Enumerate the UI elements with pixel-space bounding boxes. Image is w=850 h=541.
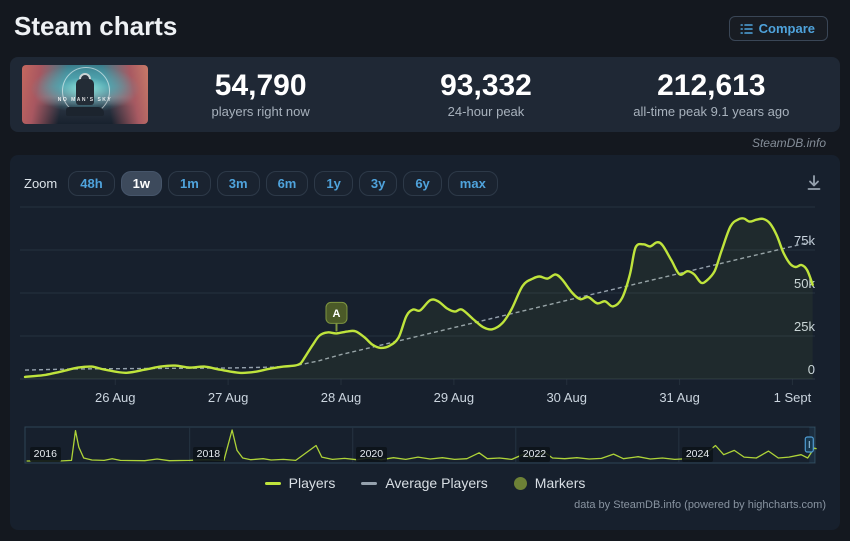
navigator-year-label-2018: 2018 (192, 447, 225, 462)
zoom-button-48h[interactable]: 48h (68, 170, 115, 196)
players-area-fill (25, 218, 813, 379)
navigator-year-label-2024: 2024 (681, 447, 714, 462)
compare-button-label: Compare (758, 21, 815, 36)
y-axis-label-50k: 50k (794, 276, 815, 291)
zoom-button-1y[interactable]: 1y (314, 170, 353, 196)
x-axis-label: 26 Aug (95, 390, 136, 405)
x-axis-label: 28 Aug (321, 390, 362, 405)
chart-toolbar: Zoom 48h 1w 1m 3m 6m 1y 3y 6y max (24, 168, 826, 198)
markers-circle-swatch (513, 476, 527, 490)
zoom-button-3m[interactable]: 3m (216, 170, 260, 196)
marker-flag-A[interactable] (325, 301, 348, 324)
capsule-astronaut (76, 79, 94, 106)
stat-alltime-peak: 212,613 all-time peak 9.1 years ago (599, 70, 824, 120)
y-axis-label-75k: 75k (794, 233, 815, 248)
stat-current-players: 54,790 players right now (148, 70, 373, 120)
stat-current-value: 54,790 (214, 68, 307, 102)
stat-24h-peak: 93,332 24-hour peak (373, 70, 598, 120)
average-players-line (24, 240, 813, 371)
game-capsule-image: NO MAN'S SKY (22, 65, 148, 124)
legend-item-average-players[interactable]: Average Players (361, 475, 488, 491)
x-axis-label: 31 Aug (659, 390, 700, 405)
chart-panel: Zoom 48h 1w 1m 3m 6m 1y 3y 6y max 0 25k 50… (10, 155, 840, 530)
zoom-button-1w[interactable]: 1w (120, 170, 162, 196)
numbered-list-icon (740, 23, 753, 34)
x-axis-label: 27 Aug (208, 390, 249, 405)
zoom-button-max[interactable]: max (447, 170, 498, 196)
steamdb-watermark: SteamDB.info (751, 136, 826, 150)
players-line-swatch (264, 481, 281, 485)
x-axis-label: 1 Sept (774, 390, 812, 405)
navigator-selected-range[interactable] (809, 427, 815, 463)
legend-markers-label: Markers (534, 475, 586, 491)
navigator-series-line (26, 429, 817, 462)
navigator-year-label-2020: 2020 (355, 447, 388, 462)
legend-average-label: Average Players (385, 475, 488, 491)
chart-legend: Players Average Players Markers (10, 475, 840, 491)
zoom-label: Zoom (24, 175, 58, 191)
stats-bar: NO MAN'S SKY 54,790 players right now 93… (10, 57, 840, 132)
download-icon (807, 175, 821, 190)
stat-alltime-label: all-time peak 9.1 years ago (633, 104, 790, 120)
navigator-handle[interactable] (804, 436, 814, 453)
y-axis-label-25k: 25k (794, 319, 815, 334)
download-button[interactable] (802, 171, 826, 195)
navigator-year-labels: 2016 2018 2020 2022 2024 (10, 155, 840, 530)
average-line-swatch (361, 481, 378, 485)
compare-button[interactable]: Compare (728, 16, 828, 41)
marker-flag-label: A (333, 308, 341, 320)
stat-24h-label: 24-hour peak (447, 104, 525, 120)
x-axis-label: 30 Aug (546, 390, 587, 405)
zoom-button-6m[interactable]: 6m (265, 170, 309, 196)
x-axis-label: 29 Aug (434, 390, 475, 405)
legend-players-label: Players (288, 475, 336, 491)
zoom-button-6y[interactable]: 6y (403, 170, 442, 196)
navigator-year-label-2022: 2022 (518, 447, 551, 462)
y-axis-label-0: 0 (808, 362, 815, 377)
navigator-outline (24, 426, 816, 464)
capsule-boat (66, 107, 104, 116)
stat-alltime-value: 212,613 (657, 68, 766, 102)
capsule-title-text: NO MAN'S SKY (57, 97, 113, 104)
navigator-year-label-2016: 2016 (29, 447, 61, 462)
legend-item-markers[interactable]: Markers (513, 475, 586, 491)
zoom-button-1m[interactable]: 1m (167, 170, 211, 196)
page-header: Steam charts Compare (0, 0, 850, 56)
stat-current-label: players right now (211, 104, 310, 120)
stat-24h-value: 93,332 (440, 68, 532, 102)
zoom-button-3y[interactable]: 3y (358, 170, 398, 196)
players-chart: 0 25k 50k 75k 26 Aug 27 Aug 28 Aug 29 Aug 30 Aug… (20, 206, 817, 464)
legend-item-players[interactable]: Players (264, 475, 336, 491)
chart-credits: data by SteamDB.info (powered by highcha… (574, 499, 826, 511)
players-line (23, 217, 814, 379)
page-title: Steam charts (14, 11, 178, 41)
